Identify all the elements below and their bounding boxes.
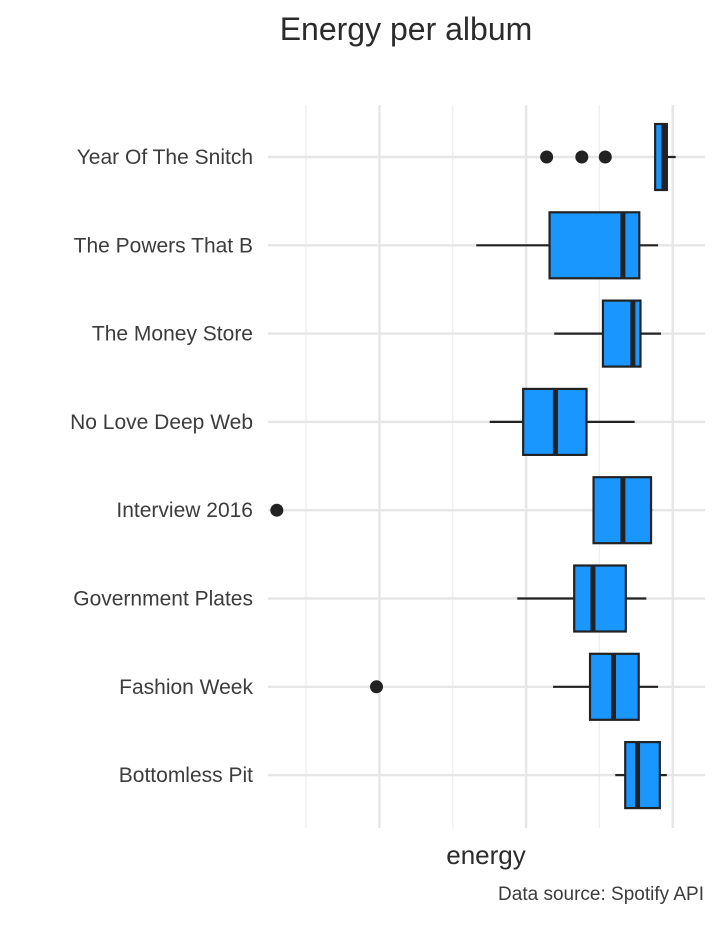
y-tick-label: Fashion Week bbox=[119, 676, 253, 699]
outlier-point bbox=[540, 150, 554, 164]
iqr-box bbox=[548, 211, 641, 280]
box-group bbox=[517, 564, 647, 633]
box-group bbox=[615, 740, 667, 810]
y-tick-label: Bottomless Pit bbox=[119, 764, 253, 787]
y-tick-label: Interview 2016 bbox=[116, 499, 253, 522]
caption: Data source: Spotify API bbox=[498, 884, 704, 905]
box-group bbox=[489, 387, 635, 456]
iqr-box bbox=[573, 564, 627, 633]
box-group bbox=[554, 299, 662, 368]
y-tick-label: The Money Store bbox=[92, 323, 253, 346]
y-axis-tick-labels: Year Of The Snitch The Powers That B The M… bbox=[70, 146, 253, 787]
box-group bbox=[270, 476, 653, 545]
y-tick-label: The Powers That B bbox=[74, 234, 253, 257]
iqr-box bbox=[654, 122, 668, 192]
outlier-point bbox=[370, 680, 384, 694]
box-group bbox=[370, 652, 659, 721]
y-tick-label: No Love Deep Web bbox=[70, 411, 253, 434]
outlier-point bbox=[575, 150, 589, 164]
outlier-point bbox=[598, 150, 612, 164]
outlier-point bbox=[270, 503, 284, 517]
x-axis-label: energy bbox=[446, 840, 526, 870]
chart-title: Energy per album bbox=[280, 11, 533, 47]
y-tick-label: Year Of The Snitch bbox=[77, 146, 253, 169]
boxplot-series bbox=[270, 122, 676, 810]
box-group bbox=[540, 122, 676, 192]
box-group bbox=[476, 211, 659, 280]
y-tick-label: Government Plates bbox=[73, 588, 253, 611]
iqr-box bbox=[624, 740, 661, 810]
